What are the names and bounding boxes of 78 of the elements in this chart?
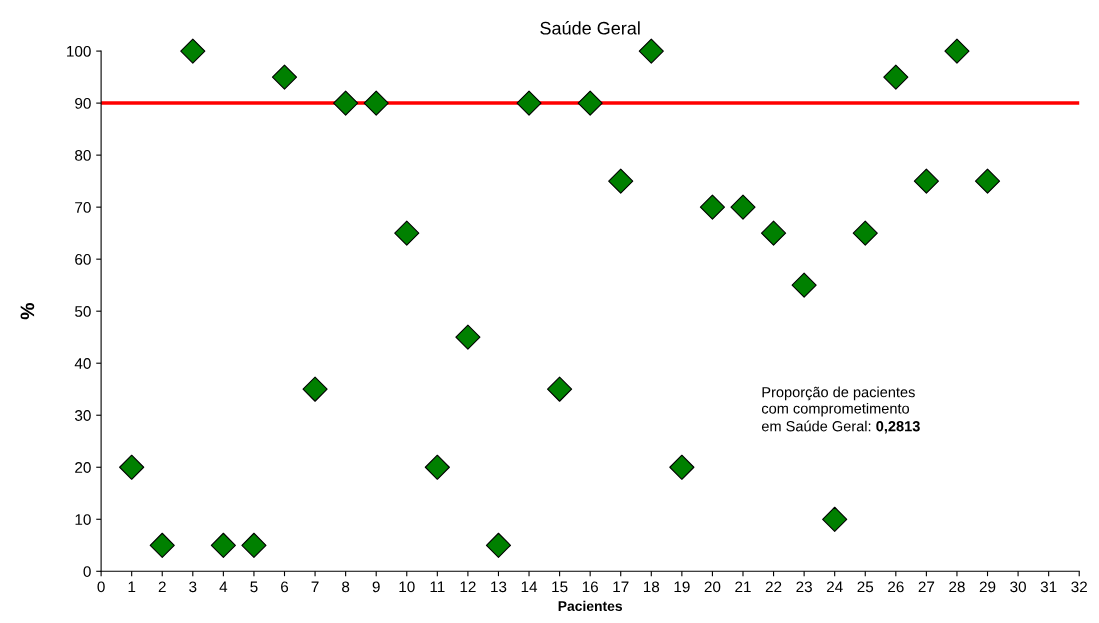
y-tick-label: 100 bbox=[67, 45, 91, 57]
point bbox=[730, 194, 756, 220]
x-tick-label: 27 bbox=[918, 581, 935, 593]
y-tick-label: 40 bbox=[74, 358, 91, 369]
x-tick-label: 30 bbox=[1010, 581, 1026, 593]
point bbox=[485, 532, 512, 558]
point bbox=[333, 90, 359, 116]
x-tick-label: 15 bbox=[552, 581, 568, 593]
y-tick-label: 60 bbox=[75, 254, 91, 265]
y-tick-label: 20 bbox=[75, 462, 91, 473]
point bbox=[149, 532, 175, 558]
x-tick-label: 5 bbox=[250, 581, 258, 593]
x-tick-label: 16 bbox=[582, 581, 598, 593]
point bbox=[852, 220, 878, 246]
point bbox=[363, 90, 389, 116]
x-tick-label: 28 bbox=[949, 581, 965, 593]
point bbox=[974, 168, 1001, 194]
x-tick-label: 29 bbox=[979, 581, 996, 593]
x-tick-label: 9 bbox=[372, 581, 380, 593]
x-tick-label: 32 bbox=[1071, 581, 1087, 593]
x-tick-label: 3 bbox=[189, 581, 197, 593]
y-tick-label: 50 bbox=[75, 306, 91, 317]
point bbox=[638, 38, 664, 64]
x-tick-label: 4 bbox=[219, 581, 228, 593]
point bbox=[944, 38, 970, 64]
x-tick-label: 8 bbox=[342, 581, 350, 593]
x-tick-label: 14 bbox=[521, 581, 538, 593]
x-tick-label: 10 bbox=[399, 581, 415, 593]
y-tick-label: 0 bbox=[83, 566, 91, 577]
y-tick-label: 70 bbox=[75, 202, 91, 213]
x-tick-label: 13 bbox=[491, 581, 507, 593]
y-tick-label: 30 bbox=[74, 410, 91, 421]
x-tick-label: 12 bbox=[460, 581, 476, 593]
point bbox=[394, 220, 420, 246]
point bbox=[791, 272, 817, 298]
x-tick-label: 20 bbox=[704, 581, 721, 593]
x-tick-label: 23 bbox=[796, 581, 812, 593]
x-tick-label: 26 bbox=[888, 581, 904, 593]
annotation: 0,2813 bbox=[876, 421, 920, 434]
x-axis-title: Pacientes bbox=[558, 600, 623, 612]
point bbox=[577, 90, 603, 116]
x-tick-label: 31 bbox=[1040, 581, 1057, 593]
point bbox=[699, 194, 726, 220]
point bbox=[302, 376, 328, 402]
x-tick-label: 22 bbox=[765, 581, 782, 593]
y-axis-title: % bbox=[20, 303, 35, 320]
x-tick-label: 25 bbox=[857, 581, 874, 593]
point bbox=[210, 532, 236, 558]
x-tick-label: 2 bbox=[158, 581, 166, 593]
point bbox=[516, 90, 542, 116]
x-tick-label: 19 bbox=[674, 581, 690, 593]
y-tick-label: 80 bbox=[75, 149, 91, 161]
point bbox=[669, 454, 695, 480]
x-tick-label: 11 bbox=[430, 581, 445, 593]
point bbox=[119, 454, 145, 480]
point bbox=[180, 38, 206, 64]
x-tick-label: 18 bbox=[643, 581, 660, 593]
point bbox=[241, 532, 267, 558]
chart-title: Saúde Geral bbox=[540, 21, 640, 35]
y-tick-label: 90 bbox=[75, 97, 91, 109]
point bbox=[547, 376, 573, 402]
point bbox=[455, 324, 481, 350]
x-tick-label: 7 bbox=[311, 581, 319, 593]
point bbox=[424, 454, 450, 480]
y-tick-label: 10 bbox=[75, 514, 91, 525]
x-tick-label: 17 bbox=[613, 581, 629, 593]
point bbox=[271, 64, 298, 90]
x-tick-label: 21 bbox=[735, 581, 751, 593]
x-tick-label: 0 bbox=[97, 581, 105, 593]
x-tick-label: 1 bbox=[128, 581, 136, 593]
point bbox=[608, 168, 634, 194]
point bbox=[913, 168, 939, 194]
x-tick-label: 24 bbox=[826, 581, 843, 593]
annotation: em Saúde Geral: bbox=[761, 420, 871, 432]
point bbox=[822, 506, 848, 532]
point bbox=[883, 64, 909, 90]
point bbox=[760, 220, 787, 246]
x-tick-label: 6 bbox=[281, 581, 289, 593]
